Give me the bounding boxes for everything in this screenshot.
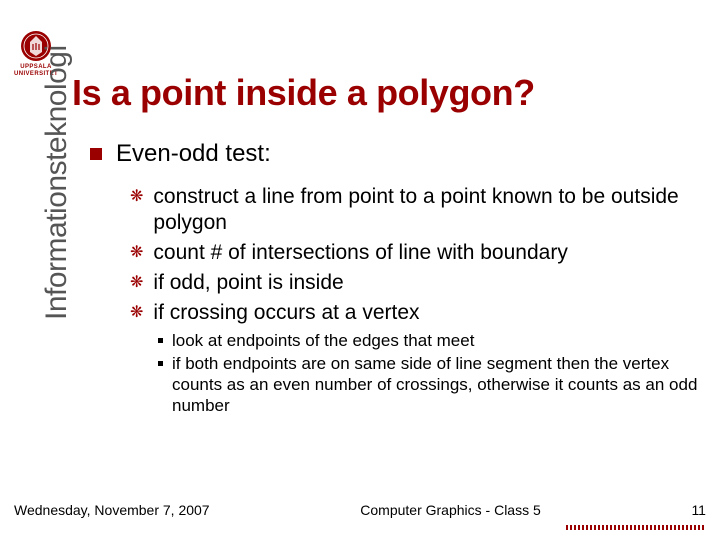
sidebar-label: Informationsteknologi xyxy=(40,45,74,320)
lvl2-text: count # of intersections of line with bo… xyxy=(153,240,567,266)
star-bullet-icon: ❋ xyxy=(130,240,143,266)
star-bullet-icon: ❋ xyxy=(130,184,143,210)
footer-center: Computer Graphics - Class 5 xyxy=(360,502,541,518)
slide-footer: Wednesday, November 7, 2007 Computer Gra… xyxy=(14,502,706,522)
page-number: 11 xyxy=(691,502,706,518)
content-area: Even-odd test: ❋ construct a line from p… xyxy=(90,140,702,418)
square-bullet-icon xyxy=(158,361,163,366)
list-item: ❋ if odd, point is inside xyxy=(130,270,702,296)
square-bullet-icon xyxy=(158,338,163,343)
lvl2-text: if crossing occurs at a vertex xyxy=(153,300,419,326)
lvl3-text: look at endpoints of the edges that meet xyxy=(172,330,474,351)
list-item: ❋ construct a line from point to a point… xyxy=(130,184,702,236)
slide: UPPSALA UNIVERSITET Is a point inside a … xyxy=(0,0,720,540)
lvl2-text: construct a line from point to a point k… xyxy=(153,184,702,236)
lvl2-text: if odd, point is inside xyxy=(153,270,343,296)
lvl2-list: ❋ construct a line from point to a point… xyxy=(130,184,702,326)
lvl1-text: Even-odd test: xyxy=(116,140,271,168)
list-item: if both endpoints are on same side of li… xyxy=(158,353,702,416)
lvl3-text: if both endpoints are on same side of li… xyxy=(172,353,702,416)
page-title: Is a point inside a polygon? xyxy=(72,72,535,114)
square-bullet-icon xyxy=(90,148,102,160)
footer-stripe-icon xyxy=(566,525,706,530)
list-item: ❋ if crossing occurs at a vertex xyxy=(130,300,702,326)
lvl3-list: look at endpoints of the edges that meet… xyxy=(158,330,702,416)
list-item: look at endpoints of the edges that meet xyxy=(158,330,702,351)
footer-date: Wednesday, November 7, 2007 xyxy=(14,502,210,518)
star-bullet-icon: ❋ xyxy=(130,270,143,296)
list-item: Even-odd test: xyxy=(90,140,702,168)
star-bullet-icon: ❋ xyxy=(130,300,143,326)
list-item: ❋ count # of intersections of line with … xyxy=(130,240,702,266)
